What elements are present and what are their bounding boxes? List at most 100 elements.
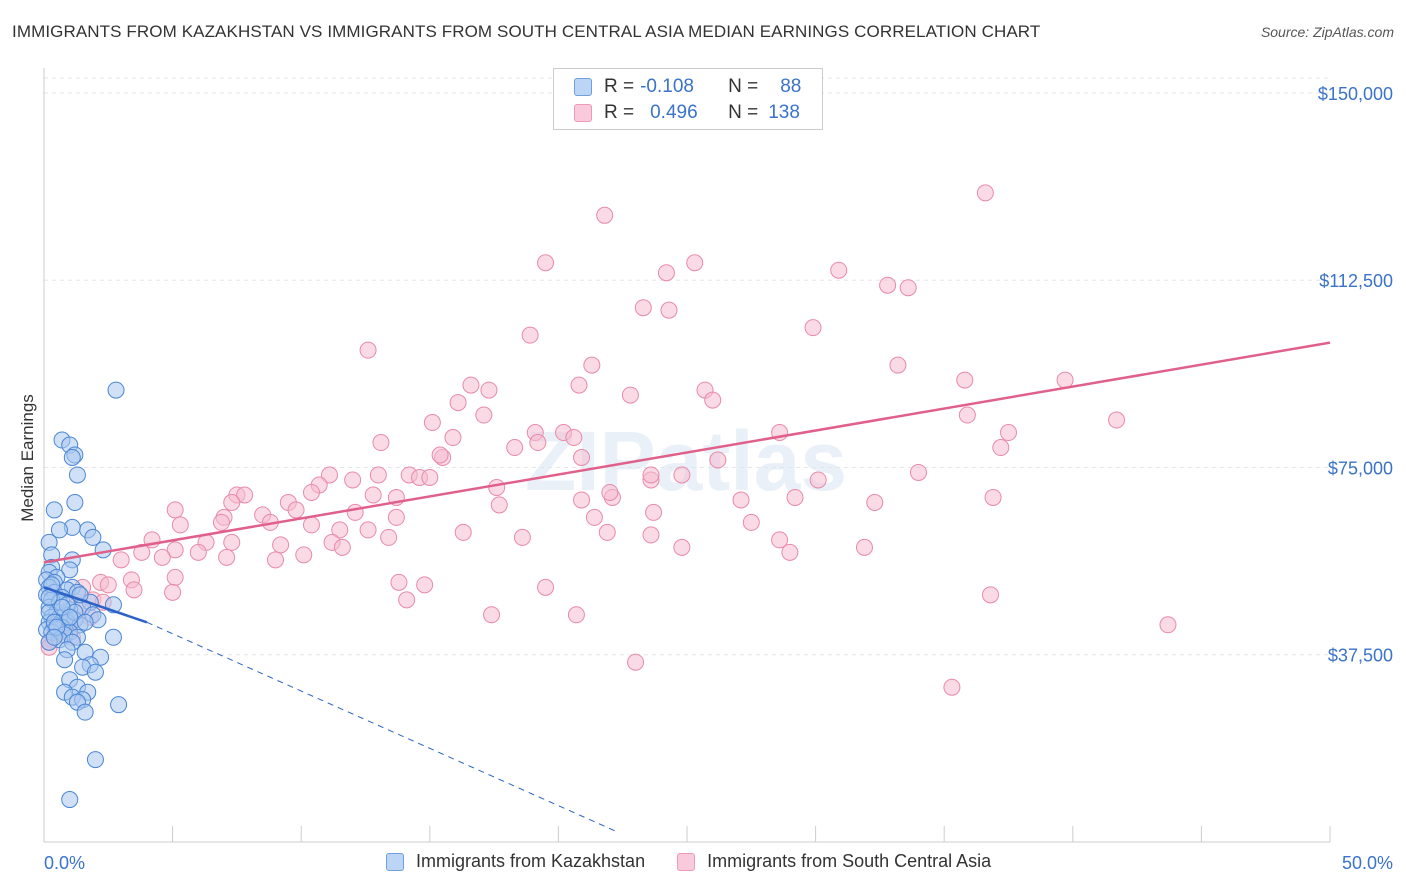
data-point-south-central-asia <box>398 591 416 609</box>
data-point-south-central-asia <box>621 386 639 404</box>
legend-label-kazakhstan: Immigrants from Kazakhstan <box>416 851 646 871</box>
data-point-south-central-asia <box>573 448 591 466</box>
data-point-kazakhstan <box>68 466 86 484</box>
data-point-south-central-asia <box>369 466 387 484</box>
data-point-south-central-asia <box>958 406 976 424</box>
data-point-south-central-asia <box>899 279 917 297</box>
data-point-south-central-asia <box>601 483 619 501</box>
data-point-kazakhstan <box>84 528 102 546</box>
data-point-south-central-asia <box>223 533 241 551</box>
data-point-kazakhstan <box>61 791 79 809</box>
data-point-south-central-asia <box>218 548 236 566</box>
data-point-south-central-asia <box>320 466 338 484</box>
y-tick-label: $75,000 <box>1328 458 1393 478</box>
series-legend: Immigrants from Kazakhstan Immigrants fr… <box>386 851 1023 872</box>
data-point-kazakhstan <box>76 613 94 631</box>
data-point-south-central-asia <box>171 516 189 534</box>
data-point-south-central-asia <box>598 523 616 541</box>
data-point-south-central-asia <box>483 606 501 624</box>
data-point-south-central-asia <box>212 513 230 531</box>
trend-line-kazakhstan <box>43 586 148 624</box>
data-point-kazakhstan <box>61 608 79 626</box>
data-point-south-central-asia <box>421 468 439 486</box>
data-point-south-central-asia <box>333 538 351 556</box>
data-point-south-central-asia <box>673 538 691 556</box>
y-axis-label: Median Earnings <box>18 394 37 522</box>
data-point-south-central-asia <box>709 451 727 469</box>
data-point-south-central-asia <box>909 463 927 481</box>
data-point-south-central-asia <box>372 434 390 452</box>
legend-item-kazakhstan[interactable]: Immigrants from Kazakhstan <box>386 851 645 872</box>
data-point-south-central-asia <box>565 429 583 447</box>
data-point-south-central-asia <box>331 521 349 539</box>
data-point-south-central-asia <box>513 528 531 546</box>
y-tick-label: $112,500 <box>1319 271 1393 291</box>
data-point-south-central-asia <box>529 434 547 452</box>
data-point-south-central-asia <box>1108 411 1126 429</box>
data-point-south-central-asia <box>992 439 1010 457</box>
trend-line-south-central-asia <box>43 341 1331 564</box>
data-point-south-central-asia <box>444 429 462 447</box>
data-point-south-central-asia <box>416 576 434 594</box>
data-point-south-central-asia <box>521 326 539 344</box>
data-point-south-central-asia <box>809 471 827 489</box>
data-point-south-central-asia <box>189 543 207 561</box>
data-point-south-central-asia <box>490 496 508 514</box>
data-point-south-central-asia <box>266 551 284 569</box>
data-point-south-central-asia <box>346 503 364 521</box>
data-point-south-central-asia <box>984 488 1002 506</box>
source-label: Source: ZipAtlas.com <box>1260 24 1394 40</box>
data-point-south-central-asia <box>537 578 555 596</box>
data-point-south-central-asia <box>295 546 313 564</box>
data-point-south-central-asia <box>866 493 884 511</box>
x-tick-label: 50.0% <box>1342 853 1393 873</box>
data-point-south-central-asia <box>879 276 897 294</box>
data-point-south-central-asia <box>359 521 377 539</box>
data-point-south-central-asia <box>449 394 467 412</box>
x-tick-label: 0.0% <box>44 853 85 873</box>
data-point-south-central-asia <box>166 541 184 559</box>
legend-n-value: 88 <box>780 76 802 97</box>
data-point-south-central-asia <box>359 341 377 359</box>
legend-r-label: R = <box>604 76 635 97</box>
data-point-south-central-asia <box>642 526 660 544</box>
data-point-south-central-asia <box>583 356 601 374</box>
data-point-south-central-asia <box>742 513 760 531</box>
data-point-south-central-asia <box>786 488 804 506</box>
legend-swatch-blue <box>574 78 592 96</box>
data-point-south-central-asia <box>380 528 398 546</box>
data-point-south-central-asia <box>166 501 184 519</box>
data-point-south-central-asia <box>431 446 449 464</box>
data-point-south-central-asia <box>1000 424 1017 442</box>
data-point-south-central-asia <box>166 568 184 586</box>
data-point-south-central-asia <box>732 491 750 509</box>
data-point-kazakhstan <box>63 448 81 466</box>
data-point-south-central-asia <box>570 376 588 394</box>
data-point-south-central-asia <box>981 586 999 604</box>
data-point-south-central-asia <box>673 466 691 484</box>
legend-r-value: -0.108 <box>640 76 694 97</box>
data-point-south-central-asia <box>302 483 320 501</box>
legend-n-label: N = <box>728 76 759 97</box>
data-point-south-central-asia <box>236 486 254 504</box>
axes <box>43 68 1331 843</box>
data-point-south-central-asia <box>387 508 405 526</box>
y-tick-label: $150,000 <box>1318 84 1393 104</box>
data-point-south-central-asia <box>976 184 994 202</box>
data-point-south-central-asia <box>133 543 151 561</box>
trend-lines <box>43 341 1331 833</box>
data-point-south-central-asia <box>634 299 652 317</box>
data-point-kazakhstan <box>50 521 68 539</box>
legend-swatch-blue <box>386 852 404 871</box>
legend-item-south-central-asia[interactable]: Immigrants from South Central Asia <box>677 851 991 872</box>
data-point-south-central-asia <box>475 406 493 424</box>
chart-title: IMMIGRANTS FROM KAZAKHSTAN VS IMMIGRANTS… <box>12 22 1041 41</box>
legend-label-south-central-asia: Immigrants from South Central Asia <box>707 851 992 871</box>
data-point-kazakhstan <box>86 663 104 681</box>
data-point-south-central-asia <box>390 573 408 591</box>
data-point-south-central-asia <box>125 581 143 599</box>
data-point-south-central-asia <box>164 583 182 601</box>
data-point-kazakhstan <box>61 561 79 579</box>
data-point-south-central-asia <box>153 548 171 566</box>
data-point-south-central-asia <box>344 471 362 489</box>
